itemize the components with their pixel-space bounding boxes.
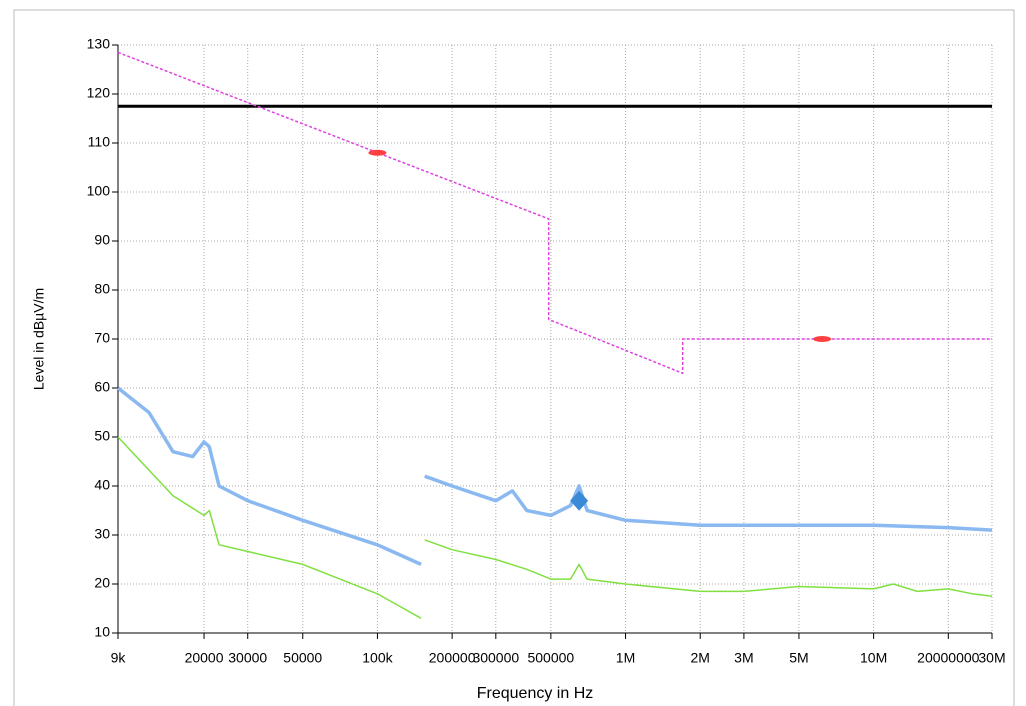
x-tick-label: 9k (111, 650, 127, 666)
x-tick-label: 10M (860, 650, 887, 666)
marker (368, 149, 387, 156)
y-tick-label: 120 (87, 85, 111, 101)
x-tick-label: 30000 (228, 650, 267, 666)
y-tick-label: 70 (94, 330, 110, 346)
y-tick-label: 100 (87, 183, 111, 199)
y-tick-label: 50 (94, 428, 110, 444)
y-tick-label: 130 (87, 36, 111, 52)
y-tick-label: 10 (94, 624, 110, 640)
series-line (117, 51, 992, 375)
marker (813, 336, 832, 342)
y-tick-label: 60 (94, 379, 110, 395)
marker (570, 490, 589, 511)
y-tick-label: 80 (94, 281, 110, 297)
series-line (117, 436, 993, 619)
y-tick-label: 40 (94, 477, 110, 493)
x-tick-label: 30M (978, 650, 1005, 666)
y-tick-label: 90 (94, 232, 110, 248)
x-tick-label: 2M (690, 650, 709, 666)
x-tick-label: 500000 (527, 650, 574, 666)
x-tick-label: 3M (734, 650, 753, 666)
y-tick-label: 30 (94, 526, 110, 542)
panel-frame (13, 9, 1015, 706)
x-tick-label: 200000 (429, 650, 476, 666)
x-tick-label: 1M (616, 650, 635, 666)
y-tick-label: 20 (94, 575, 110, 591)
x-tick-label: 100k (362, 650, 393, 666)
x-tick-label: 50000 (283, 650, 322, 666)
series-line (116, 386, 993, 566)
x-axis-label: Frequency in Hz (477, 685, 594, 702)
y-axis-label: Level in dBµV/m (31, 288, 47, 390)
x-tick-label: 20000000 (917, 650, 980, 666)
x-tick-label: 20000 (185, 650, 224, 666)
x-tick-label: 300000 (472, 650, 519, 666)
x-tick-label: 5M (789, 650, 808, 666)
y-tick-label: 110 (88, 134, 111, 150)
